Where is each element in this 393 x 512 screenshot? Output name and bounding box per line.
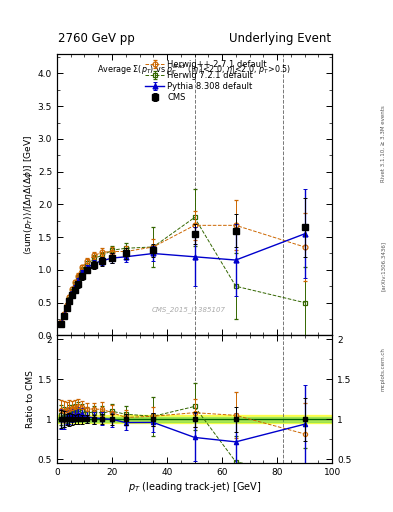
X-axis label: $p_T$ (leading track-jet) [GeV]: $p_T$ (leading track-jet) [GeV] [128, 480, 261, 494]
Text: mcplots.cern.ch: mcplots.cern.ch [381, 347, 386, 391]
Text: [arXiv:1306.3436]: [arXiv:1306.3436] [381, 241, 386, 291]
Text: 2760 GeV pp: 2760 GeV pp [58, 32, 135, 45]
Text: Rivet 3.1.10, ≥ 3.3M events: Rivet 3.1.10, ≥ 3.3M events [381, 105, 386, 182]
Y-axis label: $\langle$sum$(p_T)\rangle/[\Delta\eta\Delta(\Delta\phi)]$ [GeV]: $\langle$sum$(p_T)\rangle/[\Delta\eta\De… [22, 135, 35, 254]
Text: CMS_2015_I1385107: CMS_2015_I1385107 [152, 306, 226, 313]
Legend: Herwig++ 2.7.1 default, Herwig 7.2.1 default, Pythia 8.308 default, CMS: Herwig++ 2.7.1 default, Herwig 7.2.1 def… [144, 58, 268, 103]
Text: Average $\Sigma(p_T)$ vs $p_T^{lead}$ ($|\eta_l|$<2.0, $\eta|$<2.0, $p_T$>0.5): Average $\Sigma(p_T)$ vs $p_T^{lead}$ ($… [97, 62, 292, 77]
Text: Underlying Event: Underlying Event [229, 32, 331, 45]
Y-axis label: Ratio to CMS: Ratio to CMS [26, 370, 35, 429]
